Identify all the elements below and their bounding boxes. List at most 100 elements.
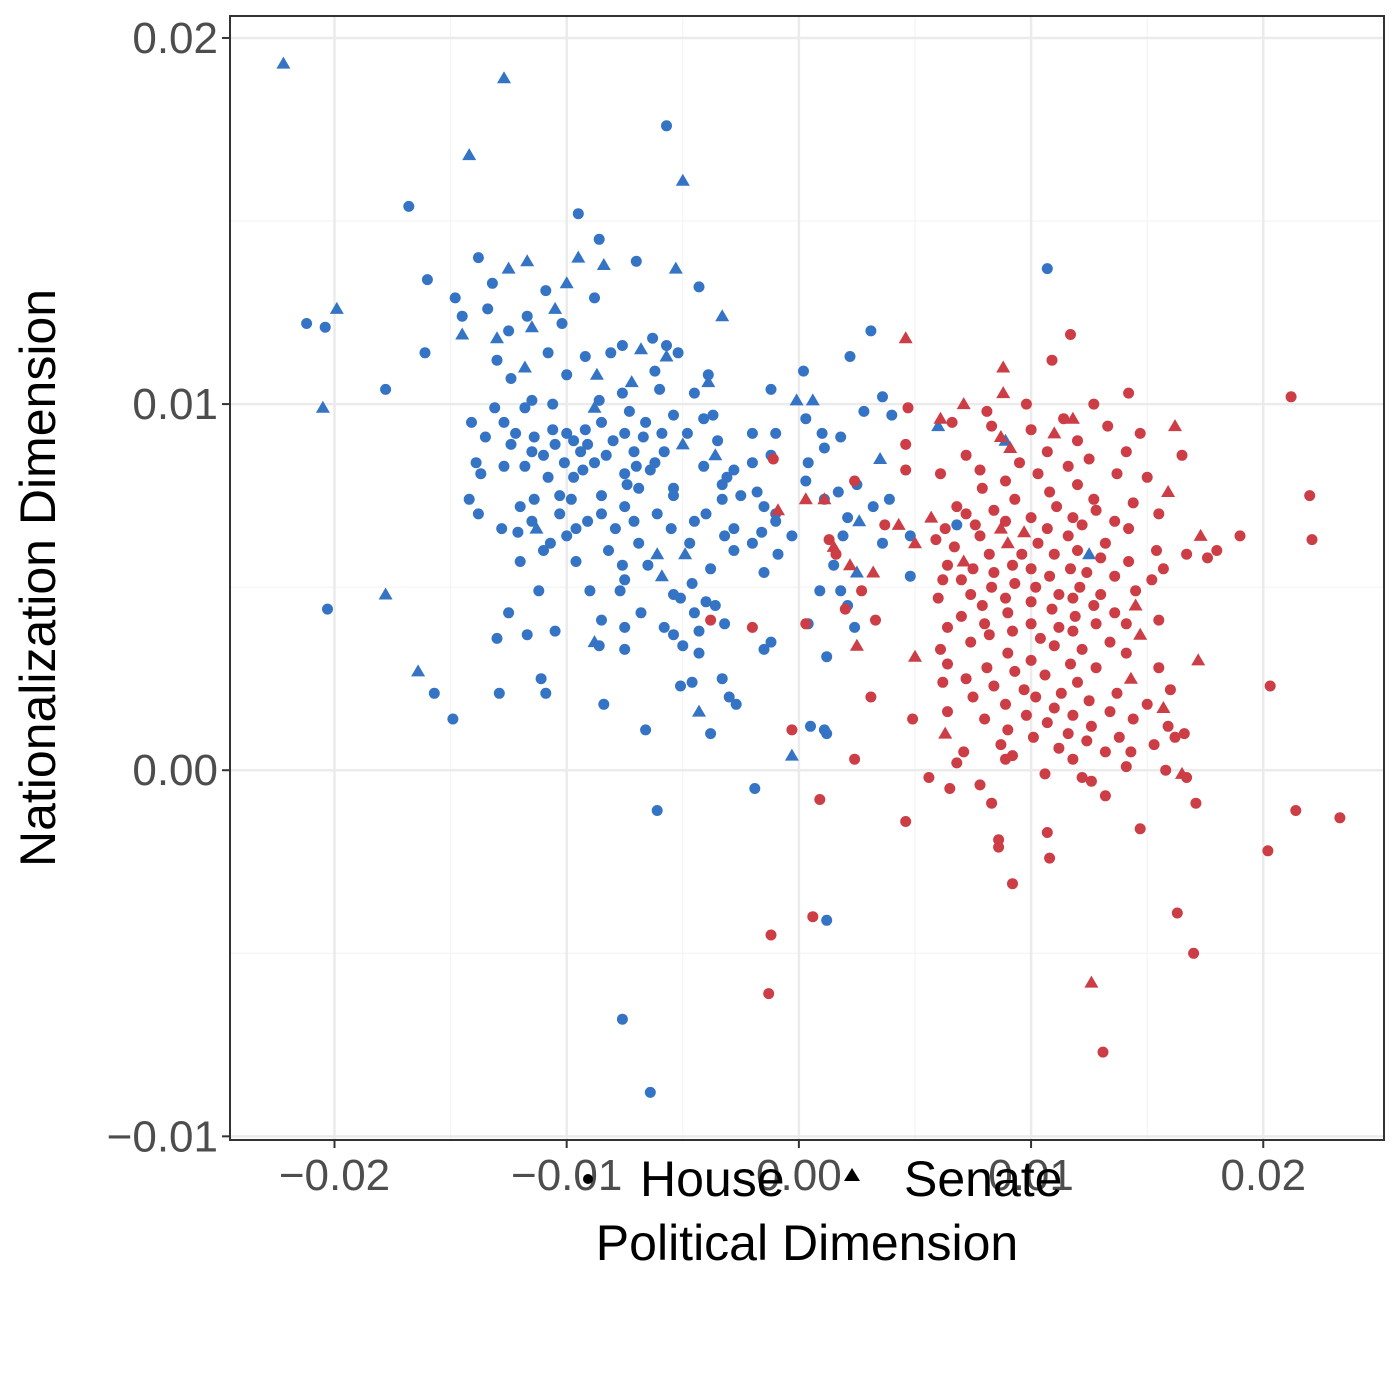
- house-point-blue: [503, 325, 515, 337]
- house-point-blue: [533, 585, 545, 597]
- house-point-red: [807, 911, 819, 923]
- house-point-red: [1120, 618, 1132, 630]
- house-point-red: [1264, 680, 1276, 692]
- senate-point-blue: [849, 565, 864, 578]
- house-point-blue: [449, 292, 461, 304]
- house-point-blue: [832, 486, 844, 498]
- house-point-red: [814, 794, 826, 805]
- house-point-red: [900, 438, 912, 450]
- house-point-blue: [770, 427, 782, 439]
- senate-point-blue: [520, 254, 535, 267]
- house-point-blue: [582, 515, 594, 527]
- senate-point-blue: [1082, 547, 1097, 560]
- senate-point-red: [771, 503, 785, 516]
- house-point-red: [1090, 662, 1102, 674]
- senate-point-red: [1168, 419, 1182, 432]
- house-point-blue: [428, 687, 440, 699]
- house-point-blue: [623, 405, 635, 417]
- house-point-blue: [572, 208, 584, 220]
- house-point-red: [1053, 621, 1065, 633]
- house-point-red: [1120, 647, 1132, 659]
- house-point-red: [948, 541, 960, 553]
- house-point-red: [1053, 742, 1065, 754]
- house-point-red: [1099, 790, 1111, 802]
- senate-point-blue: [571, 250, 586, 263]
- house-point-blue: [700, 508, 712, 520]
- house-point-red: [1016, 548, 1028, 560]
- house-point-blue: [668, 629, 679, 641]
- house-point-blue: [582, 438, 594, 450]
- senate-point-red: [956, 554, 971, 567]
- house-point-blue: [749, 783, 761, 794]
- house-point-red: [923, 772, 935, 783]
- senate-point-red: [1065, 411, 1080, 424]
- senate-point-blue: [701, 375, 716, 388]
- house-point-blue: [728, 464, 740, 476]
- x-tick-label: 0.00: [756, 1151, 842, 1200]
- house-point-blue: [642, 559, 654, 571]
- senate-point-blue: [455, 327, 470, 340]
- house-point-blue: [688, 607, 700, 619]
- house-point-red: [849, 475, 861, 487]
- house-point-red: [986, 420, 998, 432]
- senate-point-blue: [490, 331, 504, 344]
- house-point-blue: [577, 464, 589, 476]
- senate-point-blue: [675, 437, 690, 450]
- house-point-blue: [549, 625, 561, 637]
- senate-point-red: [849, 638, 864, 651]
- house-point-red: [995, 739, 1007, 751]
- senate-point-red: [1003, 441, 1018, 453]
- senate-point-blue: [517, 360, 532, 373]
- house-point-red: [955, 610, 967, 622]
- house-point-red: [983, 629, 995, 641]
- senate-point-blue: [589, 367, 604, 380]
- house-point-blue: [628, 446, 640, 458]
- house-point-red: [786, 724, 798, 736]
- house-point-blue: [570, 556, 582, 567]
- house-point-red: [1014, 457, 1025, 469]
- house-point-red: [1113, 731, 1125, 743]
- house-point-blue: [658, 621, 670, 633]
- house-point-blue: [616, 340, 628, 351]
- house-point-red: [1190, 797, 1202, 809]
- house-point-blue: [746, 457, 758, 469]
- house-point-red: [765, 929, 777, 941]
- house-point-red: [1290, 805, 1302, 816]
- house-point-blue: [600, 449, 612, 461]
- house-point-blue: [758, 501, 770, 513]
- house-point-red: [1051, 501, 1063, 513]
- house-point-blue: [835, 585, 847, 597]
- senate-point-red: [938, 726, 953, 739]
- house-point-blue: [637, 431, 649, 443]
- house-point-blue: [486, 277, 498, 289]
- house-point-blue: [658, 446, 670, 458]
- house-point-red: [1262, 845, 1274, 857]
- house-point-red: [1081, 735, 1093, 747]
- major-gridlines: [230, 16, 1384, 1140]
- house-point-red: [974, 530, 986, 542]
- house-point-blue: [705, 728, 717, 740]
- house-point-red: [1000, 753, 1011, 765]
- house-point-red: [1095, 589, 1107, 600]
- house-point-red: [1034, 632, 1046, 644]
- house-point-red: [1044, 570, 1056, 582]
- house-point-red: [1074, 581, 1086, 593]
- senate-point-red: [1047, 426, 1062, 439]
- house-point-blue: [589, 292, 600, 304]
- house-point-blue: [496, 523, 508, 535]
- senate-point-red: [933, 411, 948, 424]
- house-point-red: [1090, 618, 1102, 630]
- house-point-blue: [621, 479, 633, 491]
- house-point-blue: [568, 471, 580, 483]
- senate-point-red: [817, 492, 832, 505]
- senate-point-red: [996, 360, 1011, 373]
- house-point-red: [1153, 614, 1165, 626]
- house-point-blue: [540, 687, 552, 699]
- house-point-blue: [654, 383, 666, 395]
- house-point-blue: [858, 405, 870, 417]
- house-point-red: [1123, 387, 1135, 399]
- senate-point-blue: [668, 261, 683, 274]
- house-point-red: [951, 757, 963, 769]
- house-point-red: [1076, 643, 1088, 655]
- house-point-red: [1148, 739, 1160, 751]
